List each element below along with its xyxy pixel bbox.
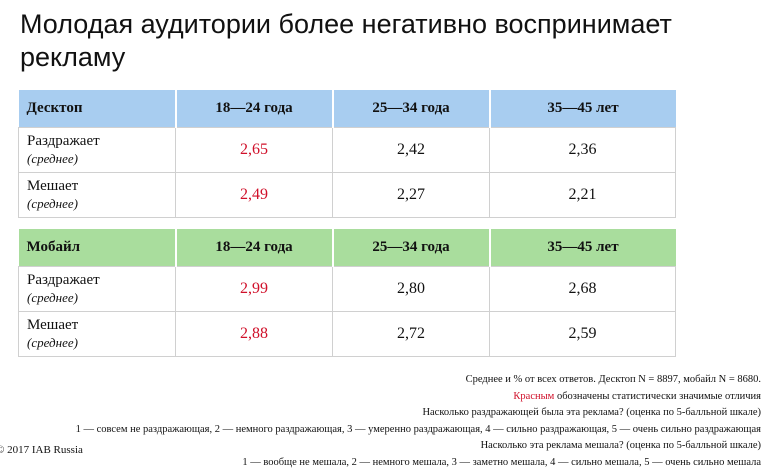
copyright: © 2017 IAB Russia bbox=[0, 444, 83, 456]
row-label-cell: Мешает (среднее) bbox=[19, 173, 176, 218]
row-label: Раздражает bbox=[27, 272, 175, 289]
row-label: Раздражает bbox=[27, 133, 175, 150]
footnote-significance: Красным обозначены статистически значимы… bbox=[1, 389, 761, 406]
row-sublabel: (среднее) bbox=[27, 195, 175, 212]
mobile-header-platform: Мобайл bbox=[19, 229, 176, 267]
footnotes: Среднее и % от всех ответов. Десктоп N =… bbox=[1, 372, 761, 471]
desktop-table: Десктоп 18—24 года 25—34 года 35—45 лет … bbox=[18, 90, 676, 218]
value-cell: 2,72 bbox=[333, 312, 490, 357]
value-cell: 2,80 bbox=[333, 267, 490, 312]
mobile-header-age-35-45: 35—45 лет bbox=[490, 229, 676, 267]
desktop-header-platform: Десктоп bbox=[19, 90, 176, 128]
mobile-table: Мобайл 18—24 года 25—34 года 35—45 лет Р… bbox=[18, 229, 676, 357]
value-cell: 2,21 bbox=[490, 173, 676, 218]
row-label: Мешает bbox=[27, 178, 175, 195]
desktop-header-age-18-24: 18—24 года bbox=[176, 90, 333, 128]
table-row: Раздражает (среднее) 2,65 2,42 2,36 bbox=[19, 128, 676, 173]
mobile-header-age-25-34: 25—34 года bbox=[333, 229, 490, 267]
footnote-question-disturbance: Насколько эта реклама мешала? (оценка по… bbox=[1, 438, 761, 455]
row-label-cell: Раздражает (среднее) bbox=[19, 128, 176, 173]
value-cell-significant: 2,65 bbox=[176, 128, 333, 173]
footnote-sample-size: Среднее и % от всех ответов. Десктоп N =… bbox=[1, 372, 761, 389]
row-sublabel: (среднее) bbox=[27, 289, 175, 306]
desktop-header-age-35-45: 35—45 лет bbox=[490, 90, 676, 128]
mobile-header-row: Мобайл 18—24 года 25—34 года 35—45 лет bbox=[19, 229, 676, 267]
table-row: Мешает (среднее) 2,88 2,72 2,59 bbox=[19, 312, 676, 357]
value-cell: 2,36 bbox=[490, 128, 676, 173]
value-cell-significant: 2,88 bbox=[176, 312, 333, 357]
desktop-header-age-25-34: 25—34 года bbox=[333, 90, 490, 128]
footnote-scale-irritation: 1 — совсем не раздражающая, 2 — немного … bbox=[1, 422, 761, 439]
table-row: Мешает (среднее) 2,49 2,27 2,21 bbox=[19, 173, 676, 218]
value-cell: 2,27 bbox=[333, 173, 490, 218]
value-cell-significant: 2,99 bbox=[176, 267, 333, 312]
value-cell: 2,42 bbox=[333, 128, 490, 173]
row-label-cell: Раздражает (среднее) bbox=[19, 267, 176, 312]
slide-title: Молодая аудитории более негативно воспри… bbox=[20, 8, 750, 74]
footnote-question-irritation: Насколько раздражающей была эта реклама?… bbox=[1, 405, 761, 422]
mobile-header-age-18-24: 18—24 года bbox=[176, 229, 333, 267]
value-cell-significant: 2,49 bbox=[176, 173, 333, 218]
row-label: Мешает bbox=[27, 317, 175, 334]
desktop-header-row: Десктоп 18—24 года 25—34 года 35—45 лет bbox=[19, 90, 676, 128]
table-row: Раздражает (среднее) 2,99 2,80 2,68 bbox=[19, 267, 676, 312]
value-cell: 2,59 bbox=[490, 312, 676, 357]
value-cell: 2,68 bbox=[490, 267, 676, 312]
row-sublabel: (среднее) bbox=[27, 150, 175, 167]
row-sublabel: (среднее) bbox=[27, 334, 175, 351]
footnote-significance-text: обозначены статистически значимые отличи… bbox=[554, 391, 761, 402]
footnote-red-word: Красным bbox=[513, 391, 554, 402]
footnote-scale-disturbance: 1 — вообще не мешала, 2 — немного мешала… bbox=[1, 455, 761, 471]
row-label-cell: Мешает (среднее) bbox=[19, 312, 176, 357]
